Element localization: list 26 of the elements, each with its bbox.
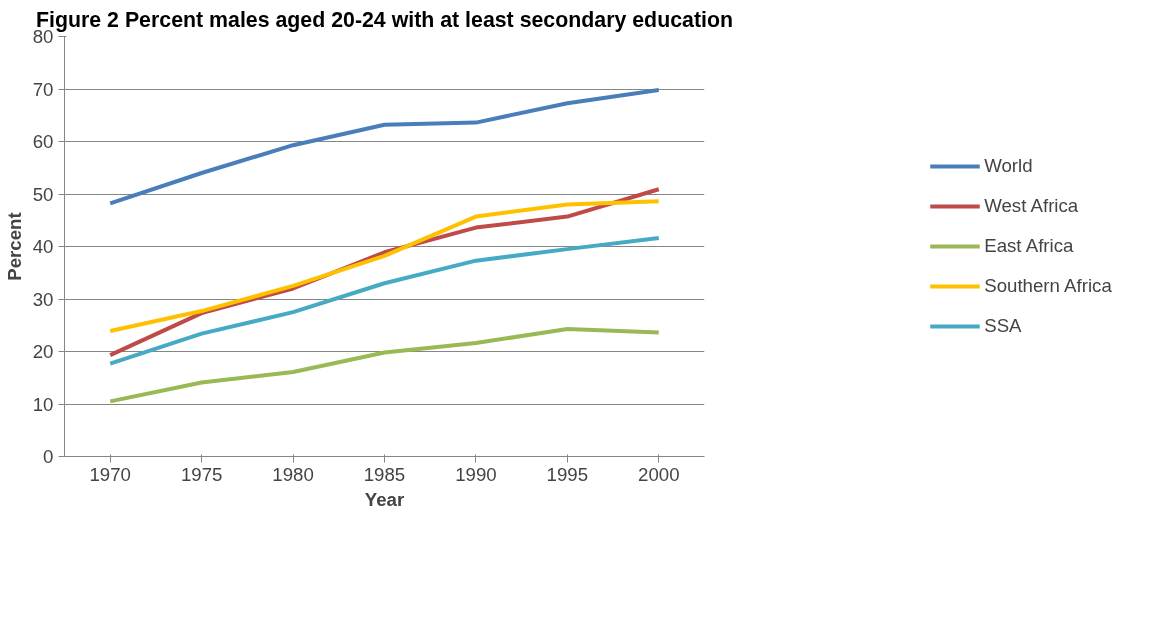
line-series [108,88,661,206]
y-tick-label: 70 [32,78,54,100]
legend-label: SSA [984,315,1022,337]
y-tick-label: 30 [32,288,54,310]
x-tick-label: 1975 [180,463,223,485]
y-tick-label: 60 [32,131,54,152]
x-tick-label: 2000 [638,463,680,485]
line-series [108,199,661,334]
y-tick-label: 10 [32,393,54,415]
x-tick-label: 1980 [272,463,314,485]
y-tick-label: 50 [32,183,54,205]
x-tick-label: 1995 [546,463,589,485]
y-tick-label: 40 [32,236,54,257]
x-tick-label: 1985 [363,463,406,485]
legend-label: World [984,155,1033,177]
x-tick-label: 1970 [89,463,131,485]
legend-label: Southern Africa [984,275,1112,297]
x-tick-label: 1990 [455,463,497,485]
y-tick-label: 20 [32,341,54,362]
x-axis-title: Year [364,488,405,510]
line-series [108,236,661,366]
legend-label: East Africa [984,235,1074,257]
legend-label: West Africa [984,195,1079,217]
y-axis-title: Percent [3,212,25,281]
y-tick-label: 0 [43,446,54,467]
line-series [108,326,661,404]
